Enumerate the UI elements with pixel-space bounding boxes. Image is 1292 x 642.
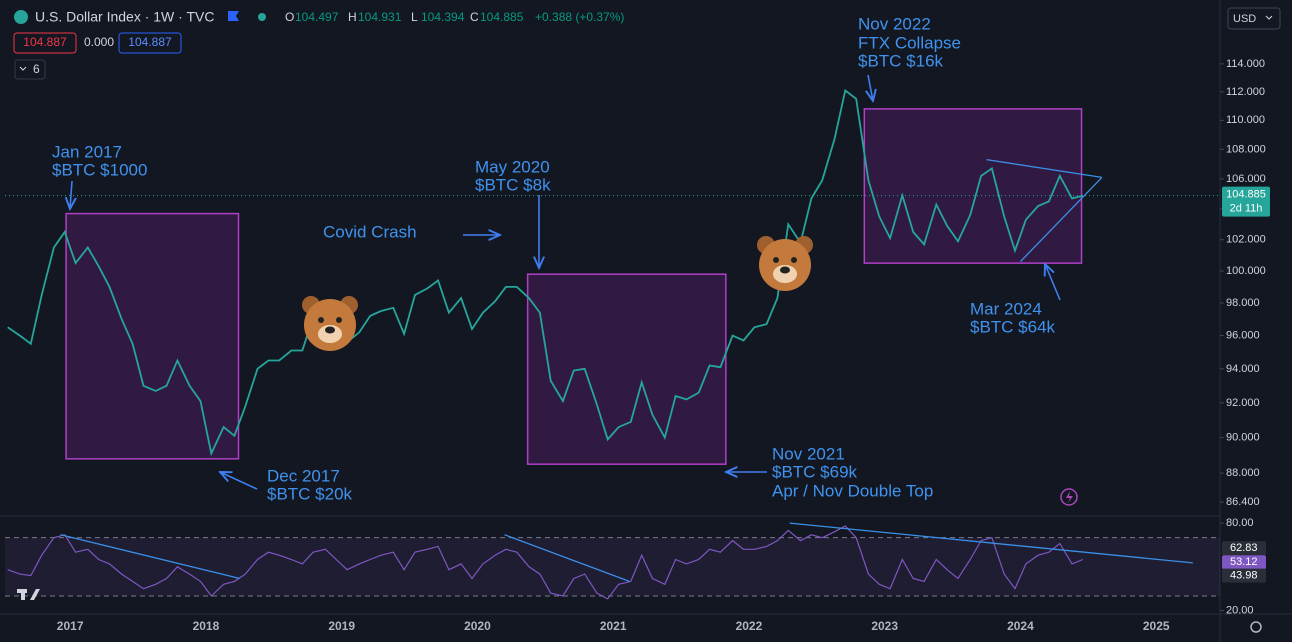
symbol-title[interactable]: U.S. Dollar Index · 1W · TVC [35, 9, 214, 25]
arrow [868, 74, 873, 101]
y-tick-label: 102.000 [1226, 234, 1266, 246]
series-line [7, 525, 1084, 600]
last-price-label: 104.885 [1226, 189, 1266, 201]
annotation: Dec 2017 [267, 466, 340, 485]
status-dot [258, 13, 266, 21]
y-tick-label: 110.000 [1226, 114, 1265, 126]
flag-icon[interactable] [228, 11, 239, 21]
countdown: 2d 11h [1230, 203, 1263, 215]
level-label: 43.98 [1230, 570, 1258, 582]
input-value: 104.887 [23, 35, 67, 49]
y-tick-label: 106.000 [1226, 173, 1266, 185]
input-value: 0.000 [84, 35, 114, 49]
annotation: $BTC $8k [475, 175, 551, 194]
series-line [7, 88, 1084, 457]
ohlc-key: H [348, 10, 357, 24]
tv-logo [17, 589, 40, 600]
trendline [504, 534, 630, 583]
ohlc-value: 104.497 [295, 10, 339, 24]
x-tick-label: 2019 [328, 619, 355, 633]
change: +0.388 (+0.37%) [535, 10, 624, 24]
bear-icon [757, 236, 813, 291]
x-tick-label: 2018 [193, 619, 220, 633]
alert-icon[interactable] [1060, 488, 1078, 506]
arrow [70, 180, 72, 209]
y-tick-label: 86.400 [1226, 496, 1260, 508]
level-label: 62.83 [1230, 542, 1258, 554]
trendline [1019, 176, 1103, 263]
x-tick-label: 2022 [736, 619, 763, 633]
indicators-toggle[interactable] [14, 59, 46, 80]
y-tick-label: 94.000 [1226, 363, 1260, 375]
annotation: Nov 2021 [772, 444, 845, 463]
y-tick-label: 92.000 [1226, 397, 1260, 409]
y-tick-label: 108.000 [1226, 143, 1266, 155]
annotation: $BTC $64k [970, 317, 1056, 336]
ohlc-key: L [411, 10, 418, 24]
symbol-icon [14, 10, 28, 24]
annotation: Jan 2017 [52, 142, 122, 161]
highlight-box [65, 212, 240, 460]
annotation: May 2020 [475, 157, 550, 176]
chevron [19, 66, 27, 71]
ohlc-key: C [470, 10, 479, 24]
level-box [1222, 555, 1266, 570]
level-box [1222, 541, 1266, 556]
input-value: 104.887 [128, 35, 172, 49]
rsi-band [5, 537, 1220, 596]
arrow [1045, 264, 1061, 301]
ohlc-value: 104.885 [480, 10, 524, 24]
y-tick-label: 98.000 [1226, 297, 1260, 309]
currency-select[interactable] [1227, 7, 1281, 30]
x-tick-label: 2025 [1143, 619, 1170, 633]
ohlc-key: O [285, 10, 294, 24]
ohlc-legend: O 104.497 H 104.931 L 104.394 C 104.885 [285, 10, 524, 24]
y-tick-label: 90.000 [1226, 432, 1260, 444]
x-tick-label: 2020 [464, 619, 491, 633]
indicators-count: 6 [33, 62, 40, 76]
y-tick-label: 20.00 [1226, 604, 1254, 616]
y-tick-label: 88.000 [1226, 467, 1260, 479]
y-tick-label: 100.000 [1226, 265, 1266, 277]
x-tick-label: 2024 [1007, 619, 1034, 633]
input-box[interactable] [118, 32, 182, 54]
level-label: 53.12 [1230, 556, 1258, 568]
settings-icon[interactable] [1250, 621, 1262, 633]
y-tick-label: 112.000 [1226, 86, 1265, 98]
annotation: Mar 2024 [970, 299, 1042, 318]
trendline [60, 534, 241, 580]
annotation: FTX Collapse [858, 33, 961, 52]
annotation: Covid Crash [323, 222, 417, 241]
trendline [986, 158, 1102, 179]
highlight-box [526, 273, 727, 465]
annotation: Nov 2022 [858, 14, 931, 33]
chevron [1265, 15, 1273, 20]
ohlc-value: 104.931 [358, 10, 402, 24]
trendline [789, 522, 1193, 564]
currency: USD [1233, 13, 1256, 25]
y-tick-label: 96.000 [1226, 329, 1260, 341]
annotation: $BTC $1000 [52, 160, 147, 179]
input-box[interactable] [13, 32, 77, 54]
last-price-box [1222, 186, 1270, 217]
bear-icon [302, 296, 358, 351]
bolt [1066, 491, 1073, 503]
plot-layer: 86.400 88.000 90.000 92.000 94.000 96.000 98.0… [5, 58, 1270, 633]
annotation: $BTC $69k [772, 462, 858, 481]
arrow [220, 472, 258, 490]
x-tick-label: 2023 [871, 619, 898, 633]
x-tick-label: 2017 [57, 619, 84, 633]
annotation: $BTC $20k [267, 484, 353, 503]
y-tick-label: 80.00 [1226, 517, 1254, 529]
annotation: $BTC $16k [858, 51, 944, 70]
level-box [1222, 568, 1266, 583]
y-tick-label: 114.000 [1226, 58, 1265, 70]
annotation: Apr / Nov Double Top [772, 481, 933, 500]
highlight-box [863, 108, 1083, 264]
ohlc-value: 104.394 [421, 10, 465, 24]
x-tick-label: 2021 [600, 619, 627, 633]
